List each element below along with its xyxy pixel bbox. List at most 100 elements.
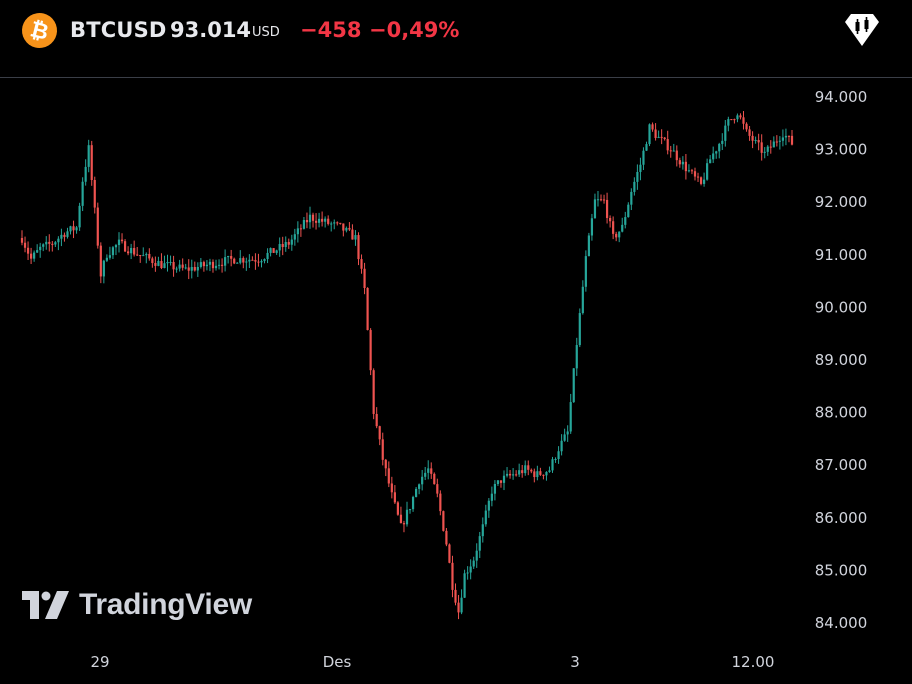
candle (69, 225, 72, 235)
candle (327, 215, 330, 226)
candle (593, 193, 597, 219)
y-tick-label: 86.000 (815, 509, 868, 527)
candle (781, 129, 785, 147)
candle (712, 146, 715, 163)
candle (172, 255, 175, 277)
candle (566, 425, 569, 442)
candle (663, 137, 666, 141)
candle (217, 259, 221, 270)
candle (242, 256, 245, 269)
candle (105, 254, 108, 263)
candle (57, 236, 60, 251)
candle (42, 243, 45, 252)
candle (490, 486, 493, 507)
tradingview-logo-icon (22, 591, 69, 619)
candle (411, 495, 415, 512)
chart-type-button[interactable] (840, 8, 884, 52)
candle (93, 176, 96, 214)
candle (596, 190, 600, 207)
candle (587, 232, 590, 257)
candle (424, 466, 427, 481)
candle (487, 498, 490, 518)
candle (527, 460, 530, 476)
candle (251, 256, 254, 261)
candle (551, 456, 554, 473)
x-tick-label: 3 (570, 653, 580, 671)
candle (427, 460, 430, 480)
price-change-percent: −0,49% (369, 18, 460, 42)
candle (393, 485, 396, 505)
candle (196, 262, 199, 277)
x-tick-label: Des (323, 653, 352, 671)
y-tick-label: 85.000 (815, 561, 868, 579)
candle (193, 261, 196, 272)
symbol-name[interactable]: BTCUSD (70, 18, 167, 42)
candle (321, 211, 324, 227)
x-tick-label: 29 (90, 653, 109, 671)
candle (554, 457, 557, 463)
candle (733, 118, 736, 124)
candle (660, 129, 663, 145)
candle (136, 247, 139, 256)
candle (678, 157, 681, 168)
candle (739, 113, 742, 120)
candle (372, 368, 375, 420)
candle (508, 470, 512, 479)
candle (718, 142, 721, 159)
candle (178, 259, 181, 272)
candle (78, 202, 81, 231)
candle (263, 258, 266, 264)
candle (278, 237, 281, 257)
candle (208, 258, 212, 272)
candle (457, 595, 460, 620)
candle (778, 136, 781, 150)
candles-icon (845, 14, 879, 46)
candle (84, 159, 87, 186)
candle (342, 223, 345, 237)
candle (784, 128, 788, 146)
y-tick-label: 94.000 (815, 88, 868, 106)
candle (187, 259, 190, 280)
candle (690, 168, 694, 175)
last-price: 93.014 (170, 18, 252, 42)
candle (696, 172, 700, 182)
candle (236, 262, 239, 264)
candle (448, 543, 451, 564)
candle (757, 133, 760, 151)
candle (48, 234, 51, 252)
candle (324, 216, 327, 228)
tradingview-wordmark: TradingView (79, 588, 252, 621)
candle (751, 131, 754, 149)
candle (39, 242, 42, 258)
candle (787, 135, 791, 143)
candle (524, 460, 527, 476)
candle (336, 221, 339, 226)
candle (390, 476, 393, 499)
candle (530, 468, 533, 474)
candle (578, 308, 581, 348)
candles (20, 111, 794, 620)
candle (211, 259, 215, 273)
candle (484, 504, 487, 527)
candle (227, 255, 230, 264)
candle (693, 167, 697, 181)
candle (560, 434, 563, 456)
candle (472, 556, 475, 570)
candle (166, 254, 169, 272)
candle (366, 287, 369, 331)
candle (445, 527, 448, 547)
candle (127, 246, 130, 256)
candle (305, 212, 309, 229)
candle (330, 221, 333, 232)
candle (687, 164, 691, 173)
candle (163, 255, 166, 269)
candle (536, 465, 539, 481)
candle (348, 222, 351, 232)
candle (302, 216, 306, 230)
candle (430, 462, 433, 479)
candle (254, 253, 257, 270)
candle (299, 224, 302, 237)
candle (721, 133, 724, 151)
candle (354, 230, 357, 246)
